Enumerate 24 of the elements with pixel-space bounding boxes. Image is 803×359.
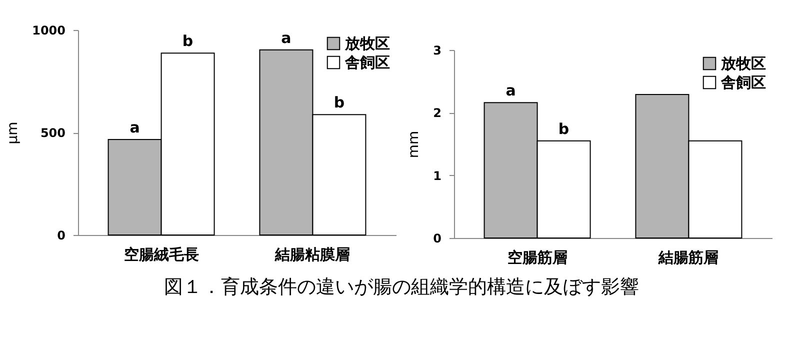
legend-label: 放牧区 (720, 54, 766, 72)
x-tick-label: 結腸筋層 (658, 248, 719, 266)
annotation: a (506, 82, 516, 100)
y-axis-title: μm (5, 122, 22, 144)
annotation: a (130, 118, 140, 136)
annotation: b (334, 94, 345, 112)
y-tick-label: 1000 (32, 24, 66, 38)
annotation: b (182, 32, 194, 50)
y-tick-label: 500 (40, 126, 66, 140)
annotation: a (281, 28, 292, 47)
legend-label: 舎飼区 (344, 54, 390, 72)
x-tick-label: 結腸粘膜層 (274, 246, 350, 264)
legend-label: 舎飼区 (720, 74, 766, 92)
x-tick-label: 空腸絨毛長 (124, 246, 199, 264)
annotation: b (558, 120, 570, 138)
y-tick-label: 3 (433, 44, 442, 58)
legend-label: 放牧区 (344, 34, 390, 52)
y-tick-label: 0 (57, 228, 66, 242)
caption: 図１．育成条件の違いが腸の組織学的構造に及ぼす影響 (163, 275, 640, 300)
y-tick-label: 2 (433, 106, 442, 120)
y-axis-title: mm (406, 130, 422, 158)
x-tick-label: 空腸筋層 (507, 248, 568, 266)
y-tick-label: 1 (433, 168, 442, 183)
y-tick-label: 0 (433, 232, 442, 246)
